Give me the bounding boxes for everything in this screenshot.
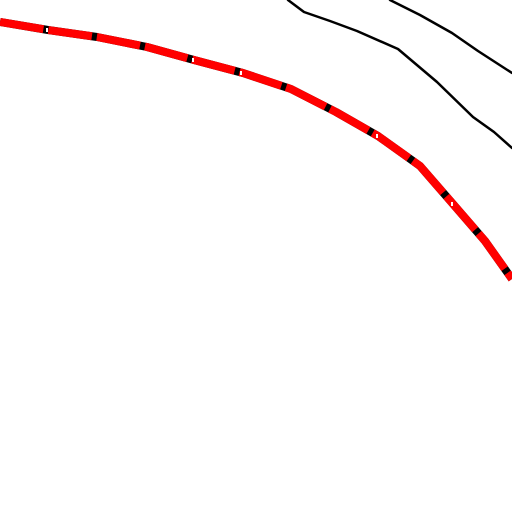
route-vertex-marker: [376, 134, 378, 138]
route-vertex-marker: [46, 28, 48, 32]
route-vertex-marker: [192, 58, 194, 62]
route-vertex-marker: [451, 202, 453, 206]
contour-line-lower: [286, 0, 512, 150]
contour-line-upper: [388, 0, 512, 75]
route-vertex-marker: [240, 71, 242, 75]
route-vertex-markers: [46, 28, 453, 206]
